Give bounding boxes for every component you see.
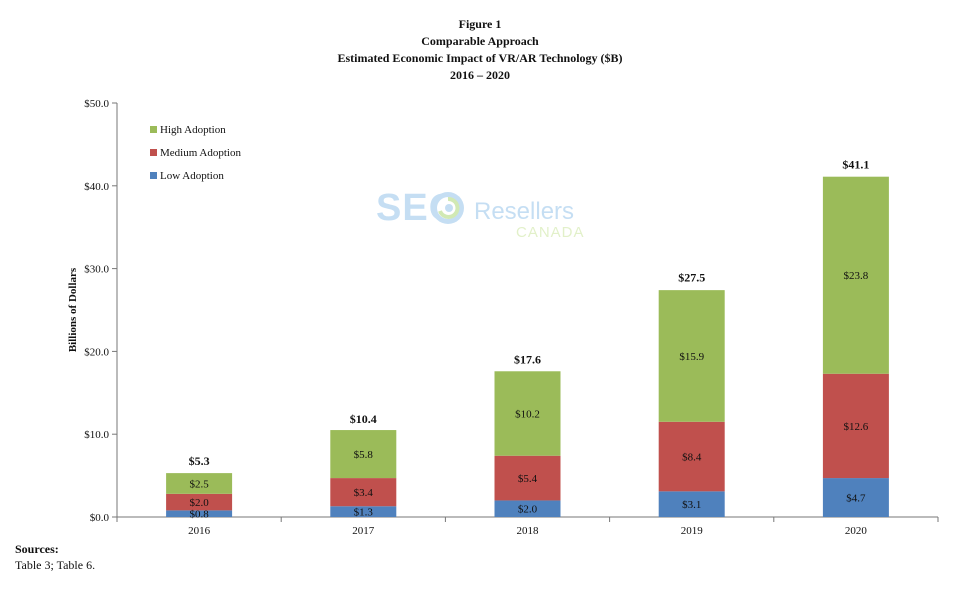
figure-approach: Comparable Approach [421,34,539,48]
watermark-swirl-icon [432,192,464,224]
data-label-low-adoption: $3.1 [682,499,701,511]
legend-label-low-adoption: Low Adoption [160,169,224,182]
chart-labels: $0.8$2.0$2.5$5.3$1.3$3.4$5.8$10.4$2.0$5.… [189,158,870,521]
figure-title: Figure 1 Comparable Approach Estimated E… [0,16,960,84]
bar-segment-medium-adoption [658,421,725,492]
sources-heading: Sources: [15,542,59,556]
bar-segment-low-adoption [166,510,233,517]
data-label-high-adoption: $2.5 [189,478,209,490]
y-axis-title: Billions of Dollars [67,267,79,352]
total-label: $5.3 [189,454,210,468]
data-label-medium-adoption: $5.4 [518,473,538,485]
x-tick-label: 2020 [845,525,868,537]
watermark-logo: SEO Resellers CANADA [376,186,606,246]
data-label-low-adoption: $4.7 [846,493,866,505]
y-tick-label: $20.0 [84,346,109,358]
legend-swatch-medium-adoption [150,149,157,156]
data-label-medium-adoption: $8.4 [682,452,702,464]
figure-subject: Estimated Economic Impact of VR/AR Techn… [337,51,623,65]
bar-segment-low-adoption [494,500,561,517]
bar-segment-high-adoption [494,371,561,456]
data-label-low-adoption: $1.3 [354,507,374,519]
bar-segment-medium-adoption [166,493,233,511]
legend-label-high-adoption: High Adoption [160,123,226,136]
figure-number: Figure 1 [458,17,502,31]
legend-item-low-adoption: Low Adoption [150,164,241,187]
total-label: $41.1 [842,158,869,172]
y-tick-label: $30.0 [84,264,109,276]
bar-segment-low-adoption [658,491,725,517]
bar-segment-high-adoption [658,290,725,422]
watermark-brand: SEO [376,187,460,229]
legend-swatch-low-adoption [150,172,157,179]
chart-bars [166,176,889,517]
data-label-medium-adoption: $2.0 [189,497,209,509]
watermark-country: CANADA [516,224,585,241]
sources-note: Sources: Table 3; Table 6. [15,541,95,573]
y-tick-label: $50.0 [84,98,109,110]
sources-text: Table 3; Table 6. [15,558,96,572]
legend-label-medium-adoption: Medium Adoption [160,146,241,159]
bar-segment-high-adoption [330,430,397,479]
data-label-medium-adoption: $12.6 [844,421,869,433]
y-tick-label: $10.0 [84,429,109,441]
data-label-high-adoption: $15.9 [679,351,704,363]
bar-segment-low-adoption [330,506,397,517]
x-tick-label: 2018 [517,525,540,537]
figure-years: 2016 – 2020 [450,68,510,82]
x-tick-label: 2016 [188,525,211,537]
bar-segment-high-adoption [166,473,233,494]
y-tick-label: $0.0 [90,512,110,524]
data-label-medium-adoption: $3.4 [354,487,374,499]
bar-segment-high-adoption [822,176,889,374]
chart-axes: $0.0 $10.0 $20.0 $30.0 $40.0 $50.0 2016 2017 201… [84,98,939,537]
bar-segment-medium-adoption [330,478,397,507]
chart-legend: High Adoption Medium Adoption Low Adoption [150,118,241,187]
total-label: $17.6 [514,352,541,366]
x-tick-label: 2019 [681,525,704,537]
bar-segment-medium-adoption [822,373,889,479]
x-tick-label: 2017 [352,525,375,537]
data-label-low-adoption: $2.0 [518,504,538,516]
legend-item-high-adoption: High Adoption [150,118,241,141]
bar-segment-low-adoption [822,478,889,517]
data-label-high-adoption: $23.8 [844,270,869,282]
total-label: $10.4 [350,412,377,426]
data-label-high-adoption: $5.8 [354,449,374,461]
total-label: $27.5 [678,270,705,284]
data-label-high-adoption: $10.2 [515,409,540,421]
data-label-low-adoption: $0.8 [189,509,209,521]
legend-swatch-high-adoption [150,126,157,133]
y-tick-label: $40.0 [84,181,109,193]
bar-segment-medium-adoption [494,455,561,501]
watermark-name: Resellers [474,198,575,225]
legend-item-medium-adoption: Medium Adoption [150,141,241,164]
